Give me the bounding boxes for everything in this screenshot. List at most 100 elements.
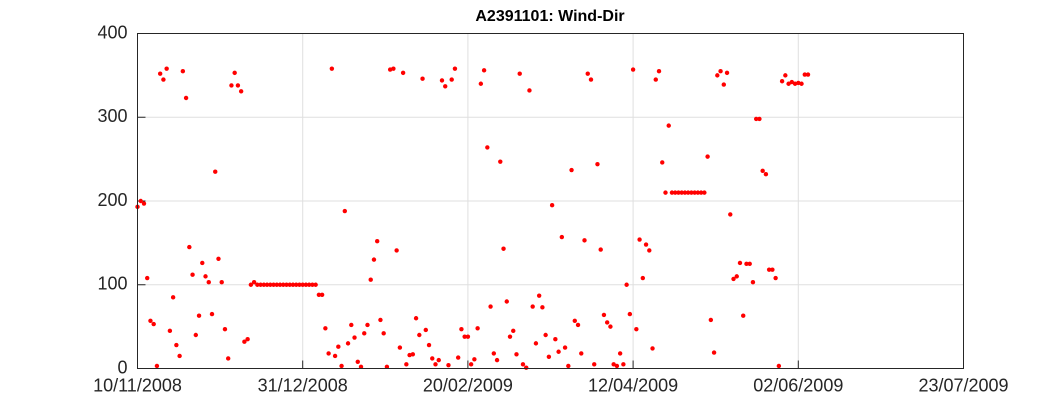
point bbox=[255, 282, 260, 287]
point bbox=[222, 326, 228, 332]
point bbox=[248, 282, 254, 287]
point bbox=[783, 73, 788, 78]
point bbox=[310, 282, 315, 287]
point bbox=[760, 168, 765, 174]
point bbox=[702, 190, 707, 195]
point bbox=[455, 355, 461, 360]
chart-title: A2391101: Wind-Dir bbox=[475, 8, 624, 25]
point bbox=[468, 362, 474, 367]
point bbox=[741, 313, 746, 318]
point bbox=[232, 70, 237, 76]
point bbox=[744, 261, 749, 267]
point bbox=[566, 363, 571, 369]
point bbox=[141, 201, 147, 206]
point bbox=[452, 66, 458, 71]
point bbox=[316, 292, 322, 297]
point bbox=[498, 159, 503, 164]
point bbox=[235, 83, 241, 88]
point bbox=[180, 68, 186, 74]
point bbox=[167, 328, 173, 334]
point bbox=[339, 363, 344, 369]
point bbox=[630, 67, 636, 72]
point bbox=[238, 89, 244, 94]
point bbox=[381, 331, 386, 336]
point bbox=[404, 362, 409, 367]
x-tick-label: 12/04/2009 bbox=[588, 375, 678, 395]
point bbox=[290, 282, 296, 287]
point bbox=[689, 190, 694, 195]
point bbox=[559, 234, 565, 240]
point bbox=[145, 275, 150, 281]
point bbox=[530, 304, 535, 309]
point bbox=[491, 351, 497, 356]
x-tick-label: 20/02/2009 bbox=[423, 375, 513, 395]
point bbox=[472, 357, 477, 362]
point bbox=[485, 145, 490, 150]
point bbox=[355, 359, 360, 364]
point bbox=[287, 282, 292, 287]
point bbox=[695, 190, 701, 195]
point bbox=[423, 327, 428, 333]
point bbox=[213, 169, 218, 174]
point bbox=[494, 357, 500, 363]
point bbox=[799, 81, 804, 86]
point bbox=[647, 248, 652, 253]
point bbox=[478, 81, 484, 86]
point bbox=[643, 242, 649, 247]
point bbox=[371, 257, 377, 262]
point bbox=[624, 282, 629, 287]
point bbox=[553, 336, 558, 342]
point bbox=[676, 190, 681, 195]
point bbox=[200, 260, 205, 266]
point bbox=[300, 282, 305, 287]
point bbox=[177, 353, 182, 359]
point bbox=[391, 66, 396, 71]
point bbox=[614, 363, 620, 369]
point bbox=[673, 190, 678, 195]
point bbox=[669, 190, 675, 195]
point bbox=[520, 362, 526, 367]
point bbox=[446, 362, 451, 368]
point bbox=[663, 190, 668, 195]
point bbox=[750, 280, 756, 285]
point bbox=[206, 280, 211, 285]
point bbox=[546, 354, 552, 359]
x-tick-label: 23/07/2009 bbox=[918, 375, 1008, 395]
point bbox=[229, 83, 234, 88]
point bbox=[766, 267, 772, 272]
point bbox=[715, 73, 720, 78]
point bbox=[277, 282, 283, 287]
point bbox=[138, 198, 143, 204]
point bbox=[770, 267, 775, 272]
point bbox=[650, 346, 655, 351]
point bbox=[640, 275, 646, 281]
point bbox=[219, 280, 224, 285]
point bbox=[284, 282, 289, 287]
point bbox=[776, 363, 782, 369]
point bbox=[375, 239, 380, 244]
point bbox=[757, 116, 762, 122]
point bbox=[501, 246, 506, 251]
point bbox=[617, 351, 623, 356]
point bbox=[734, 274, 739, 279]
point bbox=[294, 282, 299, 287]
point bbox=[805, 72, 811, 77]
point bbox=[459, 326, 464, 332]
x-tick-label: 10/11/2008 bbox=[93, 375, 182, 395]
point bbox=[303, 282, 309, 287]
point bbox=[323, 326, 328, 331]
point bbox=[417, 332, 422, 338]
point bbox=[475, 326, 480, 331]
point bbox=[161, 77, 166, 82]
point bbox=[598, 247, 603, 252]
point bbox=[786, 81, 791, 86]
point bbox=[183, 95, 189, 101]
point bbox=[433, 362, 438, 367]
y-tick-label: 100 bbox=[97, 274, 127, 294]
point bbox=[349, 322, 354, 328]
point bbox=[174, 342, 179, 348]
point bbox=[608, 324, 613, 329]
point bbox=[601, 312, 607, 318]
point bbox=[225, 356, 231, 361]
